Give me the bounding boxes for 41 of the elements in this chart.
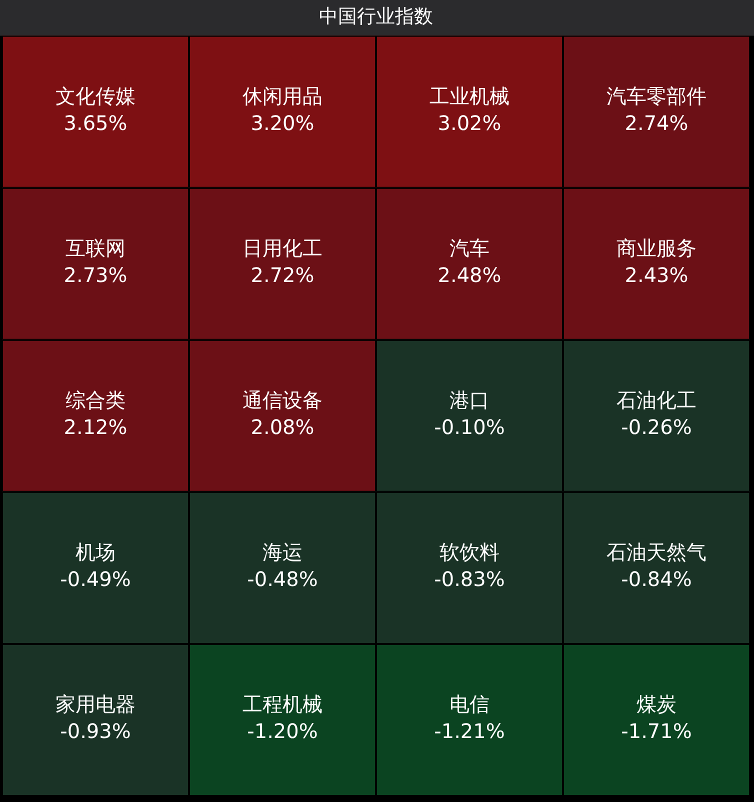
category-label: 煤炭 <box>636 692 676 716</box>
category-label: 休闲用品 <box>242 84 322 108</box>
category-label: 海运 <box>262 540 302 564</box>
category-label: 石油天然气 <box>606 540 706 564</box>
data-label: -1.71% <box>621 719 692 744</box>
category-label: 文化传媒 <box>56 84 136 108</box>
data-label: -0.26% <box>621 415 692 440</box>
data-label: 3.20% <box>250 111 314 136</box>
data-label: -0.83% <box>434 567 505 592</box>
category-label: 通信设备 <box>242 388 322 412</box>
data-label: 2.08% <box>250 415 314 440</box>
category-label: 家用电器 <box>56 692 136 716</box>
data-label: 3.02% <box>438 111 502 136</box>
text: 中国行业指数 <box>319 5 433 28</box>
category-label: 机场 <box>76 540 116 564</box>
category-label: 电信 <box>450 692 490 716</box>
category-label: 汽车零部件 <box>606 84 706 108</box>
data-label: 3.65% <box>64 111 128 136</box>
data-label: -0.93% <box>60 719 131 744</box>
data-label: 2.73% <box>64 263 128 288</box>
data-label: 2.48% <box>438 263 502 288</box>
data-label: 2.12% <box>64 415 128 440</box>
data-label: -1.20% <box>247 719 318 744</box>
data-label: -0.48% <box>247 567 318 592</box>
category-label: 港口 <box>450 388 490 412</box>
category-label: 互联网 <box>66 236 126 260</box>
category-label: 综合类 <box>66 388 126 412</box>
data-label: 2.72% <box>250 263 314 288</box>
category-label: 汽车 <box>450 236 490 260</box>
category-label: 商业服务 <box>616 236 696 260</box>
data-label: -1.21% <box>434 719 505 744</box>
data-label: 2.74% <box>624 111 688 136</box>
category-label: 工程机械 <box>242 692 322 716</box>
category-label: 日用化工 <box>242 236 322 260</box>
data-label: -0.84% <box>621 567 692 592</box>
category-label: 工业机械 <box>430 84 510 108</box>
category-label: 软饮料 <box>440 540 500 564</box>
category-label: 石油化工 <box>616 388 696 412</box>
data-label: -0.49% <box>60 567 131 592</box>
data-label: -0.10% <box>434 415 505 440</box>
data-label: 2.43% <box>624 263 688 288</box>
